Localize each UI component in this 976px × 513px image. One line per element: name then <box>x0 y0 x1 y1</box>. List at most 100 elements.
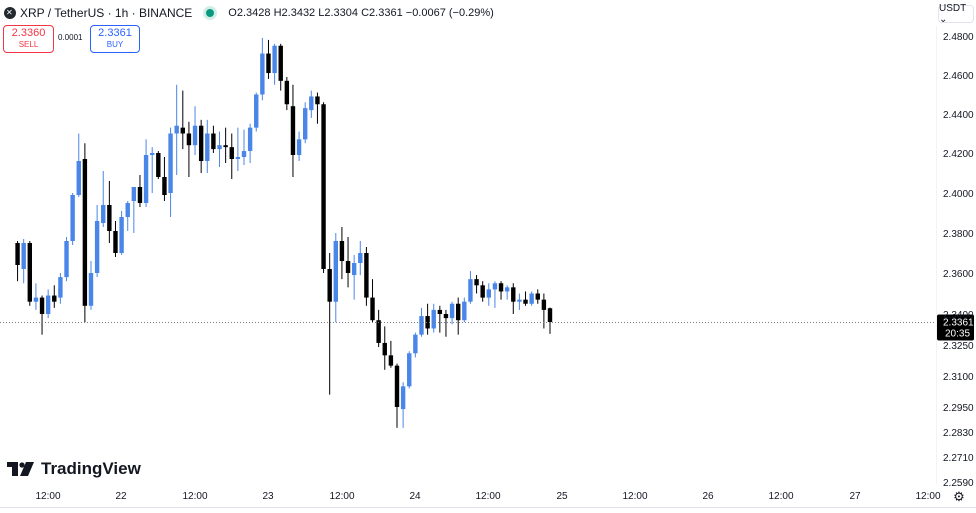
candle[interactable] <box>400 382 406 428</box>
candle[interactable] <box>498 281 504 300</box>
candle[interactable] <box>339 227 345 280</box>
candle[interactable] <box>15 241 20 282</box>
candle[interactable] <box>425 303 430 335</box>
candle[interactable] <box>388 340 394 368</box>
x-tick-label: 25 <box>556 491 568 502</box>
candle[interactable] <box>468 271 473 304</box>
candle[interactable] <box>443 309 449 337</box>
candle[interactable] <box>186 121 192 177</box>
candle[interactable] <box>58 273 63 304</box>
candle[interactable] <box>241 129 247 165</box>
y-tick-label: 2.4600 <box>943 71 974 82</box>
candle[interactable] <box>474 275 479 294</box>
candle[interactable] <box>486 283 491 306</box>
candle[interactable] <box>205 119 210 173</box>
buy-button[interactable]: 2.3361 BUY <box>90 25 140 53</box>
candle[interactable] <box>21 239 26 284</box>
candle[interactable] <box>192 106 198 155</box>
candle[interactable] <box>462 297 467 323</box>
candle[interactable] <box>431 303 436 333</box>
candle[interactable] <box>309 90 314 118</box>
candle[interactable] <box>223 127 228 163</box>
candle[interactable] <box>156 151 161 179</box>
candle[interactable] <box>266 39 271 79</box>
candle[interactable] <box>45 289 51 319</box>
candle[interactable] <box>382 326 387 370</box>
candle[interactable] <box>137 175 143 207</box>
candle[interactable] <box>394 363 400 428</box>
candle[interactable] <box>327 253 332 395</box>
candle[interactable] <box>480 281 485 302</box>
candle[interactable] <box>162 157 167 201</box>
candle[interactable] <box>70 193 75 245</box>
candle[interactable] <box>94 205 100 278</box>
candle[interactable] <box>345 237 351 288</box>
candle[interactable] <box>150 147 155 193</box>
candle[interactable] <box>370 279 375 323</box>
candle[interactable] <box>358 241 363 276</box>
candle[interactable] <box>303 102 308 144</box>
candle[interactable] <box>180 90 185 150</box>
candle[interactable] <box>547 307 553 334</box>
candle[interactable] <box>131 187 137 233</box>
candle[interactable] <box>33 283 39 310</box>
candle[interactable] <box>407 351 412 389</box>
candle[interactable] <box>333 233 338 323</box>
candle[interactable] <box>511 283 516 314</box>
symbol-title[interactable]: XRP / TetherUS · 1h · BINANCE <box>20 6 193 20</box>
tradingview-logo[interactable]: TradingView <box>7 459 141 479</box>
candle[interactable] <box>315 92 320 124</box>
sell-price: 2.3360 <box>11 27 46 39</box>
candle[interactable] <box>321 102 326 273</box>
candle[interactable] <box>492 281 498 308</box>
candle[interactable] <box>235 127 241 171</box>
candle[interactable] <box>351 255 357 300</box>
candle[interactable] <box>419 307 424 337</box>
candle[interactable] <box>247 123 253 163</box>
candle[interactable] <box>76 133 81 198</box>
currency-selector[interactable]: USDT ⌄ <box>938 3 974 25</box>
sell-button[interactable]: 2.3360 SELL <box>3 25 54 53</box>
candle[interactable] <box>523 291 528 306</box>
candle[interactable] <box>125 201 130 231</box>
candle[interactable] <box>27 241 32 306</box>
candle[interactable] <box>82 143 88 323</box>
candle[interactable] <box>211 125 216 153</box>
candle[interactable] <box>296 131 302 161</box>
candle[interactable] <box>254 92 259 132</box>
candle[interactable] <box>376 309 381 348</box>
candle[interactable] <box>517 293 522 310</box>
candle[interactable] <box>119 211 124 255</box>
candle[interactable] <box>143 139 149 207</box>
candle[interactable] <box>217 131 222 167</box>
candle[interactable] <box>88 261 94 310</box>
candle[interactable] <box>449 301 455 325</box>
candle[interactable] <box>113 221 118 257</box>
candle[interactable] <box>535 289 540 304</box>
candle[interactable] <box>456 297 461 335</box>
candle[interactable] <box>198 119 204 173</box>
candle[interactable] <box>52 285 57 308</box>
candle[interactable] <box>529 291 534 306</box>
candle[interactable] <box>504 285 510 300</box>
candle-body <box>137 187 143 203</box>
candle[interactable] <box>272 43 277 85</box>
candle[interactable] <box>541 293 547 329</box>
candle[interactable] <box>168 127 173 217</box>
candle[interactable] <box>229 133 234 180</box>
candle[interactable] <box>39 295 45 335</box>
candle[interactable] <box>107 181 112 243</box>
candle[interactable] <box>174 84 179 175</box>
settings-gear-icon[interactable]: ⚙ <box>953 489 965 504</box>
candle-body <box>266 53 271 74</box>
candle[interactable] <box>101 171 106 227</box>
candle[interactable] <box>364 247 369 306</box>
candle[interactable] <box>284 76 290 111</box>
candle[interactable] <box>413 332 418 358</box>
candle[interactable] <box>437 305 443 333</box>
candle[interactable] <box>290 84 296 177</box>
candle[interactable] <box>278 43 283 91</box>
candle[interactable] <box>64 237 69 282</box>
candle[interactable] <box>260 37 265 101</box>
